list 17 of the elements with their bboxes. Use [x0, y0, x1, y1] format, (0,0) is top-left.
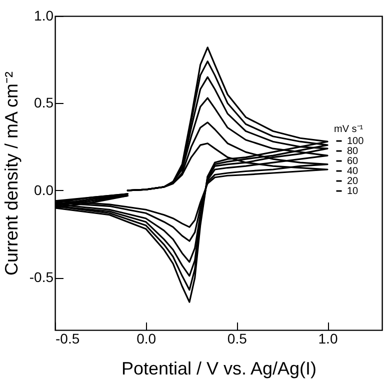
y-tick-label: 0.5 [34, 94, 54, 111]
y-tick-label: 1.0 [34, 8, 54, 24]
x-tick-label: 1.0 [318, 330, 338, 346]
y-tick-label: 0.0 [34, 182, 54, 198]
x-tick-label: 0.5 [227, 330, 248, 346]
legend-label: 10 [347, 186, 359, 197]
y-axis-title: Current density / mA cm⁻² [1, 71, 22, 276]
legend-label: 20 [347, 176, 359, 187]
legend-title: mV s⁻¹ [334, 124, 364, 135]
legend-label: 40 [347, 166, 359, 177]
y-tick-label: -0.5 [29, 269, 54, 286]
legend-label: 100 [347, 136, 364, 147]
legend-label: 80 [347, 146, 359, 157]
x-tick-label: 0.0 [136, 330, 156, 346]
x-axis-title: Potential / V vs. Ag/Ag(I) [121, 358, 317, 378]
legend-label: 60 [347, 156, 359, 167]
x-tick-label: -0.5 [56, 330, 80, 346]
